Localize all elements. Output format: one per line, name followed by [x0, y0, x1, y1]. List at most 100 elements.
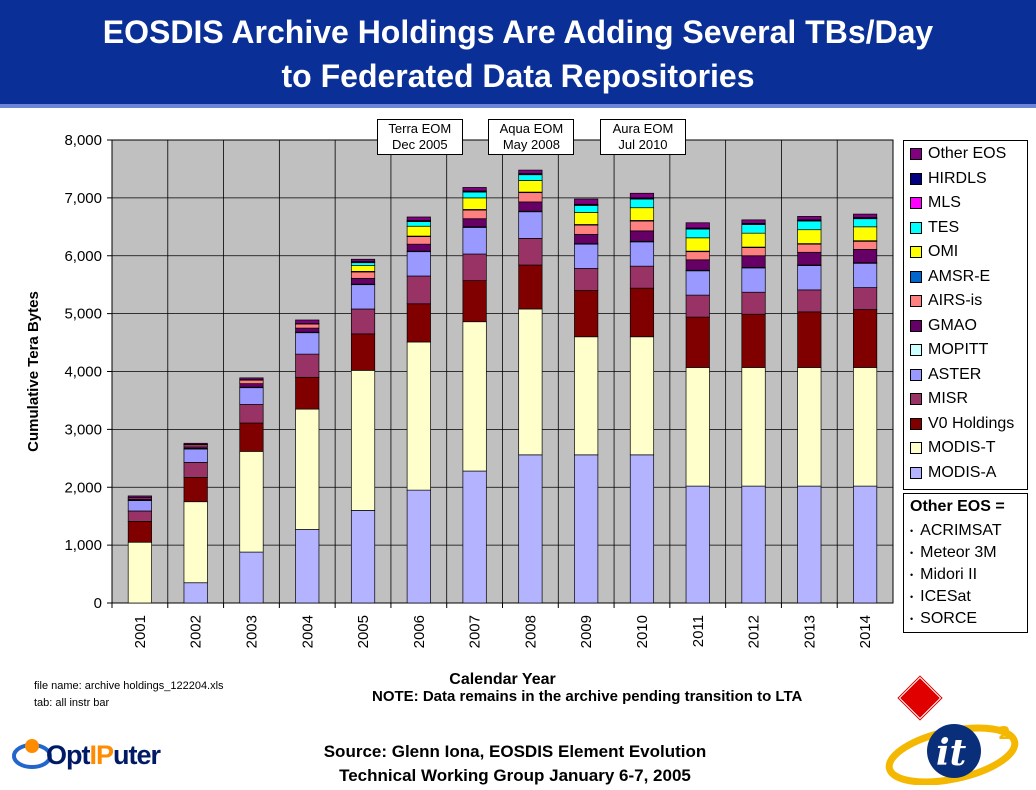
- legend-item-amsr-e: AMSR-E: [910, 266, 990, 288]
- other-eos-item-label: ICESat: [920, 588, 971, 605]
- bar-segment-airs-is-2006: [406, 236, 431, 245]
- svg-text:2: 2: [998, 723, 1011, 744]
- legend-label: AMSR-E: [928, 267, 991, 285]
- bar-segment-tes-2013: [797, 220, 822, 231]
- bar-segment-modis-t-2003: [239, 451, 264, 553]
- bar-segment-modis-a-2003: [239, 551, 264, 604]
- bar-segment-v0-holdings-2003: [239, 422, 264, 452]
- bullet-icon: •: [910, 525, 914, 536]
- bar-segment-modis-t-2011: [685, 367, 710, 487]
- x-tick-label: 2007: [467, 615, 484, 648]
- bar-segment-v0-holdings-2006: [406, 303, 431, 343]
- legend-swatch: [910, 221, 922, 234]
- bar-segment-misr-2008: [518, 238, 543, 266]
- archive-holdings-chart: 0 1,000 2,000 3,000 4,000 5,000 6,000 7,000 8,00…: [25, 132, 894, 687]
- bar-segment-omi-2013: [797, 229, 822, 244]
- bar-segment-misr-2014: [853, 287, 878, 310]
- x-tick-label: 2014: [857, 615, 874, 648]
- bar-segment-misr-2007: [462, 253, 487, 281]
- y-tick-label: 3,000: [64, 421, 102, 438]
- bar-segment-v0-holdings-2004: [295, 376, 320, 410]
- legend-label: MODIS-A: [928, 463, 997, 481]
- bar-segment-omi-2014: [853, 226, 878, 242]
- bar-segment-omi-2009: [574, 211, 599, 225]
- bar-segment-aster-2014: [853, 262, 878, 288]
- x-tick-label: 2003: [243, 615, 260, 648]
- bullet-icon: •: [910, 613, 914, 624]
- legend-swatch: [910, 246, 922, 258]
- bar-segment-gmao-2008: [518, 201, 543, 212]
- bar-segment-aster-2013: [797, 265, 822, 291]
- bar-segment-other-eos-2011: [685, 222, 710, 229]
- bar-segment-tes-2007: [462, 191, 487, 199]
- eom-annotation-2008: Aqua EOM May 2008: [488, 119, 575, 155]
- bar-segment-gmao-2004: [295, 327, 320, 333]
- legend-item-mls: MLS: [910, 192, 961, 214]
- legend-item-modis-t: MODIS-T: [910, 437, 996, 459]
- eom-annotation-line-2: May 2008: [502, 137, 560, 152]
- bar-segment-airs-is-2014: [853, 240, 878, 250]
- bar-segment-gmao-2014: [853, 249, 878, 264]
- bar-segment-gmao-2005: [350, 277, 376, 285]
- x-tick-label: 2005: [355, 615, 372, 648]
- bar-segment-tes-2010: [629, 198, 655, 209]
- legend-swatch: [910, 442, 922, 454]
- bar-segment-omi-2012: [741, 232, 766, 248]
- bar-segment-modis-a-2006: [406, 489, 431, 604]
- eom-annotation-line-2: Jul 2010: [618, 137, 668, 152]
- bar-segment-misr-2013: [797, 289, 822, 313]
- legend-item-omi: OMI: [910, 241, 958, 263]
- other-eos-title: Other EOS =: [910, 498, 1005, 515]
- bar-segment-v0-holdings-2002: [183, 477, 208, 503]
- bar-segment-v0-holdings-2008: [518, 264, 543, 310]
- bar-segment-airs-is-2011: [685, 251, 710, 261]
- bar-segment-airs-is-2008: [518, 192, 543, 203]
- bar-segment-misr-2004: [295, 353, 320, 378]
- bar-segment-tes-2006: [406, 221, 431, 227]
- bar-segment-other-eos-2003: [239, 377, 264, 380]
- bar-segment-modis-a-2012: [741, 485, 766, 604]
- bar-segment-omi-2005: [350, 265, 376, 272]
- legend-label: MLS: [928, 194, 961, 211]
- eom-annotation-2006: Terra EOM Dec 2005: [376, 119, 463, 155]
- bar-segment-modis-t-2014: [853, 367, 878, 487]
- bar-segment-aster-2009: [574, 243, 599, 269]
- svg-text:it: it: [936, 732, 967, 774]
- bar-segment-modis-a-2010: [629, 454, 655, 604]
- bar-segment-misr-2010: [629, 265, 655, 289]
- bar-segment-airs-is-2013: [797, 243, 822, 253]
- x-tick-label: 2006: [411, 615, 428, 648]
- other-eos-item-label: Midori II: [920, 566, 978, 583]
- other-eos-item-label: Meteor 3M: [920, 544, 997, 561]
- bar-segment-aster-2004: [295, 332, 320, 355]
- other-eos-item-label: SORCE: [920, 610, 978, 627]
- bar-segment-other-eos-2007: [462, 187, 487, 192]
- bar-segment-misr-2009: [574, 268, 599, 291]
- legend-swatch: [910, 270, 922, 283]
- x-tick-label: 2009: [578, 615, 595, 648]
- x-axis-label: Calendar Year: [449, 671, 555, 687]
- lta-note: NOTE: Data remains in the archive pendin…: [372, 688, 803, 705]
- legend-label: V0 Holdings: [928, 414, 1015, 432]
- bar-segment-gmao-2007: [462, 218, 487, 228]
- y-tick-label: 0: [94, 595, 102, 612]
- x-tick-label: 2012: [746, 615, 763, 648]
- bar-segment-other-eos-2010: [629, 192, 655, 199]
- bar-segment-aster-2011: [685, 270, 710, 296]
- bar-segment-aster-2008: [518, 211, 543, 239]
- bar-segment-modis-t-2005: [350, 369, 376, 511]
- bar-segment-tes-2011: [685, 228, 710, 239]
- bar-segment-modis-a-2013: [797, 485, 822, 604]
- bar-segment-tes-2008: [518, 174, 543, 181]
- bar-segment-v0-holdings-2014: [853, 309, 878, 368]
- bar-segment-modis-t-2013: [797, 367, 822, 487]
- bullet-icon: •: [910, 569, 914, 580]
- bar-segment-v0-holdings-2005: [350, 333, 376, 371]
- bar-segment-gmao-2013: [797, 251, 822, 266]
- optiputer-swoosh-icon: [12, 739, 52, 769]
- bar-segment-omi-2011: [685, 237, 710, 252]
- other-eos-item-label: ACRIMSAT: [920, 522, 1002, 539]
- bar-segment-omi-2006: [406, 225, 431, 237]
- legend-swatch: [910, 417, 922, 430]
- bar-segment-gmao-2010: [629, 230, 655, 242]
